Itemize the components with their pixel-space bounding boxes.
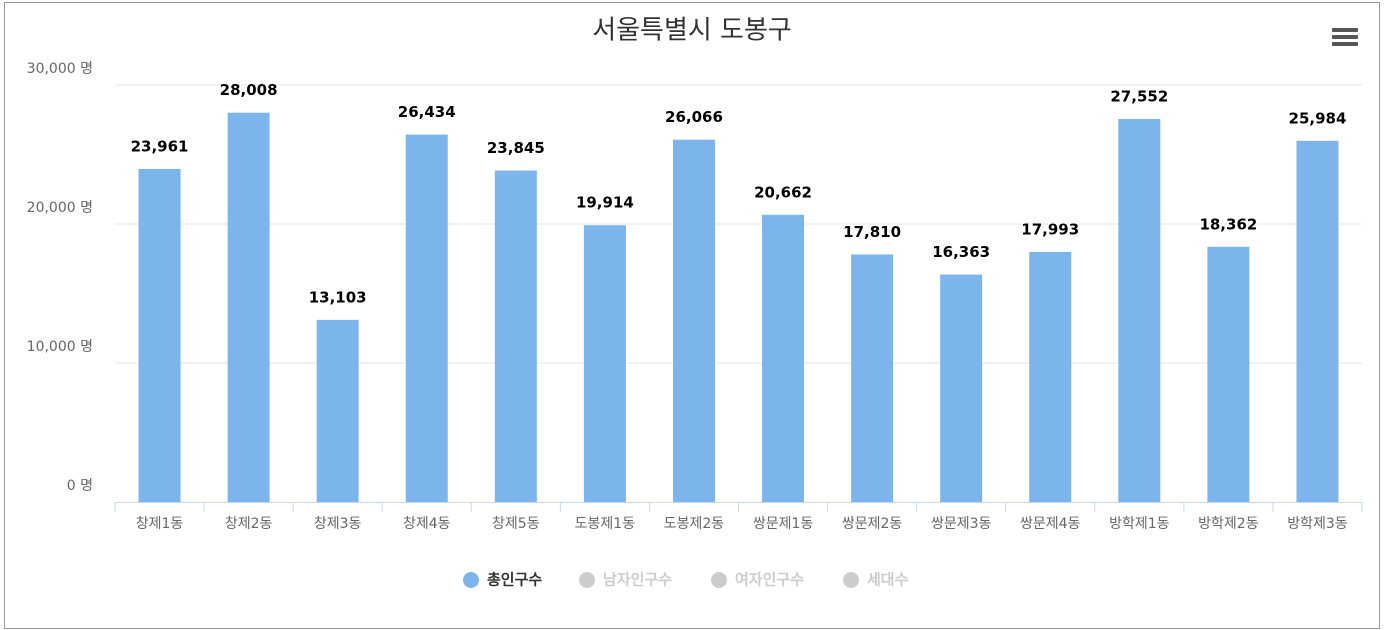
x-tick-label: 창제3동 [314, 516, 362, 532]
legend-marker[interactable] [711, 572, 727, 588]
bar [1029, 251, 1072, 502]
legend-label[interactable]: 총인구수 [487, 571, 542, 589]
bar [1207, 246, 1250, 502]
legend-label[interactable]: 남자인구수 [603, 571, 672, 589]
data-label: 20,662 [754, 183, 812, 201]
data-label: 26,066 [665, 108, 723, 126]
x-tick-label: 창제5동 [492, 516, 540, 532]
data-label: 23,845 [487, 139, 545, 157]
x-tick-label: 쌍문제3동 [931, 516, 992, 532]
bar [851, 254, 894, 502]
y-tick-label: 20,000 명 [27, 200, 93, 216]
legend-marker[interactable] [579, 572, 595, 588]
data-label: 19,914 [576, 194, 634, 212]
data-label: 18,362 [1199, 215, 1257, 233]
y-tick-label: 10,000 명 [27, 339, 93, 355]
data-label: 17,810 [843, 223, 901, 241]
x-tick-label: 창제2동 [225, 516, 273, 532]
data-label: 26,434 [398, 103, 456, 121]
bar [762, 214, 805, 502]
bar [405, 134, 448, 503]
x-tick-label: 방학제1동 [1109, 516, 1170, 532]
x-tick-label: 쌍문제4동 [1020, 516, 1081, 532]
data-label: 16,363 [932, 243, 990, 261]
x-tick-label: 도봉제2동 [664, 516, 725, 532]
data-label: 13,103 [309, 288, 367, 306]
legend-label[interactable]: 여자인구수 [735, 571, 804, 589]
data-label: 28,008 [220, 81, 278, 99]
x-tick-label: 창제4동 [403, 516, 451, 532]
bar [672, 139, 715, 502]
legend-marker[interactable] [463, 572, 479, 588]
bar [1296, 140, 1339, 503]
bar [316, 319, 359, 502]
x-tick-label: 방학제2동 [1198, 516, 1259, 532]
x-tick-label: 창제1동 [136, 516, 184, 532]
bar [494, 170, 537, 502]
x-tick-label: 쌍문제1동 [753, 516, 814, 532]
menu-button[interactable] [1330, 26, 1360, 50]
bar [138, 168, 181, 503]
x-tick-label: 방학제3동 [1287, 516, 1348, 532]
y-tick-label: 30,000 명 [27, 61, 93, 77]
bar [583, 225, 626, 502]
menu-line [1332, 35, 1358, 39]
bar [1118, 119, 1161, 503]
bar [940, 274, 983, 502]
chart-title: 서울특별시 도봉구 [592, 16, 792, 46]
x-tick-label: 도봉제1동 [575, 516, 636, 532]
bar [227, 112, 270, 503]
legend-marker[interactable] [843, 572, 859, 588]
data-label: 25,984 [1289, 109, 1347, 127]
data-label: 27,552 [1110, 88, 1168, 106]
x-tick-label: 쌍문제2동 [842, 516, 903, 532]
y-tick-label: 0 명 [67, 478, 93, 494]
data-label: 17,993 [1021, 220, 1079, 238]
legend-label[interactable]: 세대수 [867, 571, 909, 589]
menu-line [1332, 42, 1358, 46]
data-label: 23,961 [131, 137, 189, 155]
menu-line [1332, 28, 1358, 32]
